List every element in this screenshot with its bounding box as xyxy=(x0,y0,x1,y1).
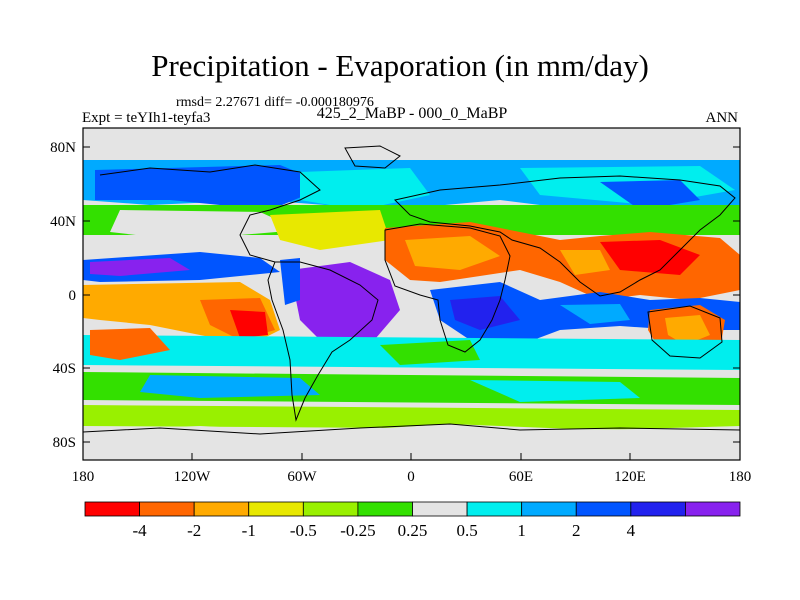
lon-label-180w: 180 xyxy=(72,469,95,485)
field-patch-atlantic xyxy=(270,210,390,250)
figure-title: Precipitation - Evaporation (in mm/day) xyxy=(151,48,649,83)
season-label: ANN xyxy=(705,110,739,126)
field-patch-s-indian xyxy=(470,380,640,402)
colorbar-label: -0.5 xyxy=(290,521,317,540)
outline-eurasia xyxy=(394,175,736,297)
lat-label-eq: 0 xyxy=(69,288,77,304)
colorbar-box xyxy=(139,501,195,517)
field-patch-india xyxy=(560,250,610,275)
field-patch-australia-inner xyxy=(665,315,710,345)
field-patch-andes xyxy=(280,258,300,305)
field-patch-s-storm xyxy=(140,375,320,398)
map-field xyxy=(83,128,740,460)
field-band-n-pacific xyxy=(95,165,330,210)
colorbar-box xyxy=(193,501,250,517)
lat-label-40n: 40N xyxy=(50,214,76,230)
colorbar-label: -4 xyxy=(132,521,147,540)
colorbar-label: -2 xyxy=(187,521,201,540)
lat-label-80s: 80S xyxy=(53,435,76,451)
field-patch-sahara-inner xyxy=(405,236,500,270)
lat-label-40s: 40S xyxy=(53,361,76,377)
field-patch-central-africa xyxy=(450,296,520,330)
colorbar-box xyxy=(685,501,741,517)
case-label: 425_2_MaBP - 000_0_MaBP xyxy=(316,105,508,122)
colorbar-box xyxy=(575,501,632,517)
field-patch-itcz-core xyxy=(90,258,190,276)
field-region-amazon xyxy=(290,262,400,350)
colorbar-label: 4 xyxy=(627,521,636,540)
colorbar-box xyxy=(84,501,140,517)
field-patch-s-pacific xyxy=(90,328,170,360)
colorbar-label: 1 xyxy=(517,521,526,540)
lat-label-80n: 80N xyxy=(50,140,76,156)
field-patch-pacific-dry xyxy=(110,210,300,240)
outline-africa xyxy=(384,223,511,353)
lon-ticks xyxy=(82,453,741,460)
lon-label-60e: 60E xyxy=(509,469,533,485)
land-outlines xyxy=(83,145,740,435)
experiment-label: Expt = teYIh1-teyfa3 xyxy=(82,110,211,126)
colorbar-box xyxy=(521,501,577,517)
lon-label-0: 0 xyxy=(407,469,415,485)
field-patch-peru xyxy=(230,310,268,338)
field-patch-s-atlantic xyxy=(380,340,480,365)
colorbar-box xyxy=(412,501,468,517)
colorbar-label: 2 xyxy=(572,521,581,540)
colorbar-label: 0.5 xyxy=(456,521,477,540)
field-band-southern-ocean xyxy=(83,405,740,430)
colorbar-box xyxy=(466,501,523,517)
colorbar-label: 0.25 xyxy=(398,521,428,540)
colorbar-label: -1 xyxy=(242,521,256,540)
outline-south-america xyxy=(267,261,379,422)
lon-label-120e: 120E xyxy=(614,469,646,485)
outline-antarctica xyxy=(83,423,740,435)
field-patch-n-asia xyxy=(600,180,700,210)
outline-greenland xyxy=(344,145,401,169)
outline-australia xyxy=(647,305,723,359)
lat-ticks xyxy=(83,146,740,443)
colorbar: -4 -2 -1 -0.5 -0.25 0.25 0.5 1 2 4 xyxy=(84,501,741,540)
field-patch-warm-pool xyxy=(560,304,630,324)
colorbar-label: -0.25 xyxy=(340,521,375,540)
colorbar-box xyxy=(357,501,413,517)
stats-line: rmsd= 2.27671 diff= -0.000180976 xyxy=(176,95,374,110)
colorbar-box xyxy=(248,501,304,517)
lon-label-120w: 120W xyxy=(174,469,212,485)
outline-north-america xyxy=(99,164,321,263)
lon-label-60w: 60W xyxy=(287,469,317,485)
field-patch-asia-dry xyxy=(600,240,700,275)
colorbar-box xyxy=(630,501,686,517)
lon-label-180e: 180 xyxy=(729,469,752,485)
colorbar-box xyxy=(302,501,359,517)
